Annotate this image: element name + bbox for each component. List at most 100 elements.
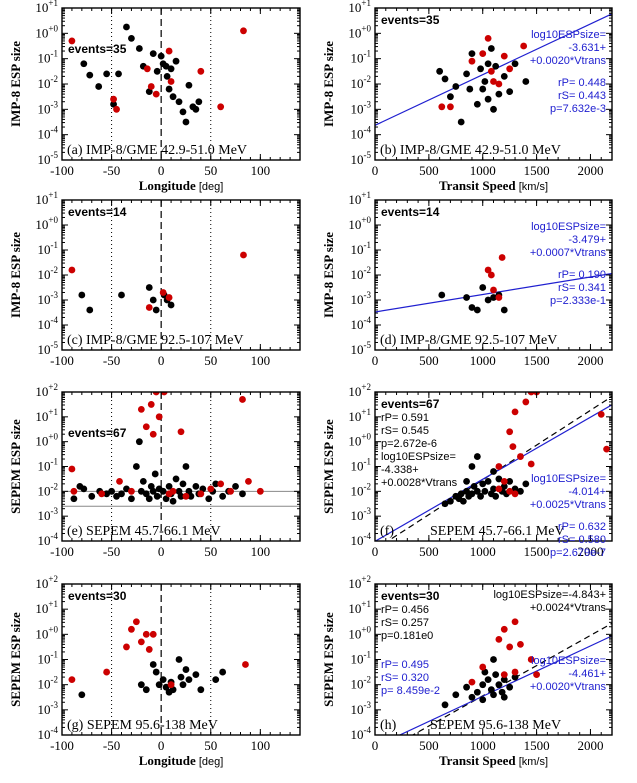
black-point bbox=[500, 73, 508, 80]
y-axis-title: SEPEM ESP size bbox=[8, 612, 23, 707]
red-point bbox=[217, 480, 225, 488]
black-point bbox=[479, 681, 487, 689]
black-point bbox=[477, 65, 484, 73]
panel-label: (a) IMP-8/GME 42.9-51.0 MeV bbox=[67, 143, 247, 158]
black-point bbox=[118, 291, 125, 299]
red-point bbox=[495, 485, 503, 493]
y-axis-title: IMP-8 ESP size bbox=[8, 232, 23, 318]
panel-label: SEPEM 95.6-138 MeV bbox=[430, 718, 561, 733]
black-statistic: +0.0028*Vtrans bbox=[381, 477, 458, 489]
black-point bbox=[470, 482, 478, 490]
red-point bbox=[145, 646, 153, 653]
x-tick-label: 500 bbox=[419, 353, 439, 368]
blue-statistic: rP= 0.495 bbox=[381, 659, 429, 671]
black-point bbox=[219, 668, 227, 676]
y-axis-title: IMP-8 ESP size bbox=[321, 41, 336, 127]
x-tick-label: 100 bbox=[251, 163, 271, 178]
black-point bbox=[163, 73, 171, 80]
black-point bbox=[490, 105, 497, 113]
events-label: events=35 bbox=[381, 13, 440, 27]
black-point bbox=[511, 673, 519, 681]
red-point bbox=[520, 42, 528, 50]
black-point bbox=[447, 497, 454, 505]
y-axis-title: IMP-8 ESP size bbox=[8, 41, 23, 127]
black-point bbox=[142, 490, 150, 498]
y-tick-label: 10+0 bbox=[348, 432, 371, 449]
y-tick-label: 10-3 bbox=[38, 700, 59, 717]
red-point bbox=[597, 410, 605, 418]
x-tick-label: 50 bbox=[204, 163, 217, 178]
y-tick-label: 10-2 bbox=[38, 265, 59, 282]
x-tick-label: 50 bbox=[204, 544, 217, 559]
x-tick-label: 1500 bbox=[524, 353, 550, 368]
y-tick-label: 10+0 bbox=[348, 624, 371, 641]
black-point bbox=[78, 691, 86, 699]
black-statistic: -4.338+ bbox=[381, 464, 419, 476]
red-point bbox=[177, 428, 185, 436]
red-point bbox=[68, 266, 76, 274]
x-tick-label: 2000 bbox=[577, 163, 603, 178]
black-statistic: rS= 0.545 bbox=[381, 425, 429, 437]
black-point bbox=[484, 676, 492, 684]
red-point bbox=[500, 52, 508, 60]
red-point bbox=[167, 78, 175, 85]
black-point bbox=[490, 294, 497, 301]
fit-equation: -4.461+ bbox=[568, 668, 606, 680]
points bbox=[441, 392, 611, 508]
x-tick-label: 0 bbox=[372, 544, 379, 559]
red-point bbox=[142, 423, 150, 431]
red-point bbox=[142, 630, 150, 638]
panel-8: 0 500 1000 1500 2000 10-4 10-3 10-2 10-1 10+0 10+1… bbox=[321, 574, 613, 768]
black-point bbox=[436, 67, 444, 75]
y-axis-title: SEPEM ESP size bbox=[8, 419, 23, 514]
black-point bbox=[517, 487, 524, 495]
red-point bbox=[149, 430, 157, 438]
panel-4: 0 500 1000 1500 2000 10-5 10-4 10-3 10-2 10-1 10+0… bbox=[321, 190, 613, 368]
x-tick-label: 1500 bbox=[524, 544, 550, 559]
red-point bbox=[500, 478, 508, 485]
black-point bbox=[484, 296, 492, 304]
black-point bbox=[522, 480, 530, 488]
x-tick-label: 100 bbox=[251, 353, 271, 368]
black-point bbox=[477, 492, 484, 500]
red-point bbox=[165, 47, 173, 55]
black-statistic: rS= 0.257 bbox=[381, 617, 429, 629]
fit-statistic: p=2.679e-7 bbox=[550, 547, 606, 559]
panel-1: -100 -50 0 50 100 10-5 10-4 10-3 10-2 10-1 10+0 10+… bbox=[8, 0, 301, 193]
black-point bbox=[145, 495, 153, 503]
red-point bbox=[511, 668, 519, 676]
fit-statistic: rP= 0.632 bbox=[558, 521, 606, 533]
y-tick-label: 10+2 bbox=[348, 382, 371, 399]
x-tick-label: 100 bbox=[251, 738, 271, 753]
red-point bbox=[490, 286, 497, 294]
red-point bbox=[70, 487, 78, 495]
black-point bbox=[205, 495, 213, 503]
fit-equation: +0.0007*Vtrans bbox=[530, 247, 607, 259]
x-tick-label: 2000 bbox=[577, 544, 603, 559]
black-point bbox=[167, 301, 175, 309]
y-tick-label: 10+1 bbox=[348, 599, 371, 616]
red-point bbox=[240, 27, 247, 35]
black-point bbox=[167, 65, 175, 73]
black-point bbox=[165, 482, 173, 490]
x-tick-label: 500 bbox=[419, 544, 439, 559]
x-tick-label: 1000 bbox=[470, 163, 496, 178]
black-point bbox=[484, 60, 492, 68]
fit-statistic: p=2.333e-1 bbox=[550, 295, 606, 307]
x-tick-label: -100 bbox=[50, 738, 74, 753]
red-point bbox=[490, 78, 497, 85]
black-point bbox=[479, 696, 487, 704]
red-point bbox=[517, 453, 524, 460]
red-point bbox=[242, 661, 249, 668]
x-axis-title: Longitude [deg] bbox=[139, 753, 224, 768]
fit-statistic: p=7.632e-3 bbox=[550, 103, 606, 115]
black-point bbox=[506, 478, 514, 485]
x-tick-label: 500 bbox=[419, 163, 439, 178]
fit-statistic: rP= 0.190 bbox=[558, 269, 606, 281]
y-tick-label: 10-1 bbox=[38, 49, 59, 66]
x-tick-label: 2000 bbox=[577, 738, 603, 753]
x-tick-label: 0 bbox=[372, 353, 379, 368]
black-point bbox=[490, 656, 497, 663]
fit-equation: -3.631+ bbox=[568, 42, 606, 54]
red-point bbox=[479, 50, 487, 57]
